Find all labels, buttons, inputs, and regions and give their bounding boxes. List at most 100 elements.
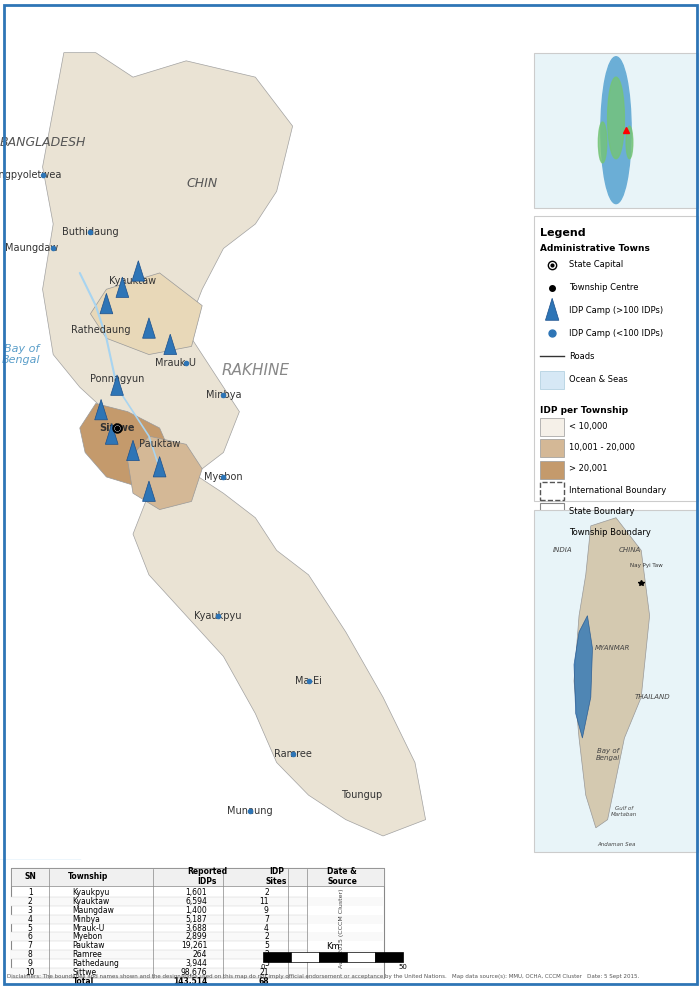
Text: 3,688: 3,688 xyxy=(186,924,207,933)
Text: 1,400: 1,400 xyxy=(186,906,207,915)
Polygon shape xyxy=(132,261,145,281)
Text: MYANMAR: MYANMAR xyxy=(595,645,630,652)
Text: RAKHINE: RAKHINE xyxy=(221,363,289,379)
Text: 2: 2 xyxy=(264,950,269,959)
Polygon shape xyxy=(111,375,123,396)
Text: Mrauk-U: Mrauk-U xyxy=(155,358,196,368)
Polygon shape xyxy=(80,404,170,486)
Text: Pauktaw: Pauktaw xyxy=(73,942,105,950)
Text: Nay Pyi Taw: Nay Pyi Taw xyxy=(630,563,663,568)
Text: Kyaukpyu: Kyaukpyu xyxy=(195,610,242,621)
Text: Reported
IDPs: Reported IDPs xyxy=(187,867,228,886)
Text: Kyauktaw: Kyauktaw xyxy=(109,276,157,286)
FancyBboxPatch shape xyxy=(374,951,402,961)
Text: Sittwe: Sittwe xyxy=(73,968,97,977)
FancyBboxPatch shape xyxy=(533,52,699,208)
FancyBboxPatch shape xyxy=(533,509,699,853)
FancyBboxPatch shape xyxy=(318,951,346,961)
Text: Gulf of
Martaban: Gulf of Martaban xyxy=(611,806,638,817)
Text: 19,261: 19,261 xyxy=(181,942,207,950)
Polygon shape xyxy=(143,317,155,338)
Polygon shape xyxy=(545,299,559,320)
Text: 3,944: 3,944 xyxy=(186,959,207,968)
Text: 2: 2 xyxy=(264,933,269,942)
Text: Ocean & Seas: Ocean & Seas xyxy=(569,375,628,384)
Text: SN: SN xyxy=(25,872,36,881)
Text: 2,899: 2,899 xyxy=(186,933,207,942)
Text: Kyaukpyu: Kyaukpyu xyxy=(73,888,110,897)
Text: Minbya: Minbya xyxy=(73,915,100,924)
Polygon shape xyxy=(43,52,293,469)
Text: State Capital: State Capital xyxy=(569,260,623,269)
FancyBboxPatch shape xyxy=(11,933,384,942)
Polygon shape xyxy=(133,469,426,836)
Text: 50: 50 xyxy=(398,963,407,970)
Text: Maungdaw: Maungdaw xyxy=(6,243,59,253)
Text: MYANMAR: Internal Displacement in Rakhine State: MYANMAR: Internal Displacement in Rakhin… xyxy=(14,15,452,30)
Text: 5: 5 xyxy=(264,959,269,968)
Text: < 10,000: < 10,000 xyxy=(569,422,608,431)
Text: 98,676: 98,676 xyxy=(181,968,207,977)
Text: Km: Km xyxy=(326,942,340,951)
Text: 10,001 - 20,000: 10,001 - 20,000 xyxy=(569,443,635,452)
Text: 5,187: 5,187 xyxy=(186,915,207,924)
Text: 2: 2 xyxy=(264,888,269,897)
Text: 8: 8 xyxy=(28,950,32,959)
Text: THAILAND: THAILAND xyxy=(635,694,671,700)
Text: Ramree: Ramree xyxy=(274,750,312,760)
Text: Toungup: Toungup xyxy=(341,790,382,800)
Text: 1: 1 xyxy=(28,888,32,897)
Text: 9: 9 xyxy=(264,906,269,915)
Text: BANGLADESH: BANGLADESH xyxy=(0,135,85,149)
FancyBboxPatch shape xyxy=(290,951,318,961)
Text: Buthidaung: Buthidaung xyxy=(62,227,119,237)
Text: 3: 3 xyxy=(28,906,32,915)
Circle shape xyxy=(601,56,631,204)
Text: 4: 4 xyxy=(28,915,32,924)
Text: Ramree: Ramree xyxy=(73,950,102,959)
Text: Mrauk-U: Mrauk-U xyxy=(73,924,105,933)
Text: CHINA: CHINA xyxy=(618,547,640,554)
Text: Disclaimers: The boundaries and names shown and the designations used on this ma: Disclaimers: The boundaries and names sh… xyxy=(7,974,639,979)
FancyBboxPatch shape xyxy=(11,977,384,986)
Text: Taungpyoletwea: Taungpyoletwea xyxy=(0,170,61,180)
Text: 5: 5 xyxy=(264,942,269,950)
Text: Roads: Roads xyxy=(569,352,594,361)
Text: Aug 2015 (CCCM Cluster): Aug 2015 (CCCM Cluster) xyxy=(340,888,344,967)
Text: 264: 264 xyxy=(193,950,207,959)
FancyBboxPatch shape xyxy=(540,371,564,389)
Text: Sittwe: Sittwe xyxy=(99,423,135,433)
Text: International Boundary: International Boundary xyxy=(569,486,666,494)
Text: Pauktaw: Pauktaw xyxy=(139,439,181,449)
Text: 143,514: 143,514 xyxy=(173,977,207,986)
FancyBboxPatch shape xyxy=(540,503,564,521)
Text: 4: 4 xyxy=(264,924,269,933)
FancyBboxPatch shape xyxy=(540,418,564,436)
Text: IDP
Sites: IDP Sites xyxy=(266,867,287,886)
Text: Ponnagyun: Ponnagyun xyxy=(90,374,144,384)
Text: IDP Camp (<100 IDPs): IDP Camp (<100 IDPs) xyxy=(569,328,663,338)
Polygon shape xyxy=(574,615,592,738)
Text: Township Centre: Township Centre xyxy=(569,283,638,292)
Text: Date &
Source: Date & Source xyxy=(327,867,357,886)
Polygon shape xyxy=(94,400,108,419)
FancyBboxPatch shape xyxy=(540,439,564,457)
Text: Township: Township xyxy=(68,872,108,881)
Text: Administrative Towns: Administrative Towns xyxy=(540,244,650,253)
Text: Myebon: Myebon xyxy=(204,472,243,482)
Text: Maungdaw: Maungdaw xyxy=(73,906,114,915)
Text: Ma-Ei: Ma-Ei xyxy=(295,675,322,686)
FancyBboxPatch shape xyxy=(540,461,564,479)
FancyBboxPatch shape xyxy=(540,482,564,499)
Polygon shape xyxy=(127,436,202,509)
Text: Kyauktaw: Kyauktaw xyxy=(73,897,110,906)
Text: 9: 9 xyxy=(28,959,32,968)
Text: Total: Total xyxy=(73,977,94,986)
Text: 6,594: 6,594 xyxy=(186,897,207,906)
Text: IDP per Township: IDP per Township xyxy=(540,405,629,415)
Text: Legend: Legend xyxy=(540,228,586,238)
Text: 10: 10 xyxy=(25,968,35,977)
Text: (Aug 2015): (Aug 2015) xyxy=(392,15,482,30)
Text: > 20,001: > 20,001 xyxy=(569,464,608,474)
FancyBboxPatch shape xyxy=(11,968,384,977)
